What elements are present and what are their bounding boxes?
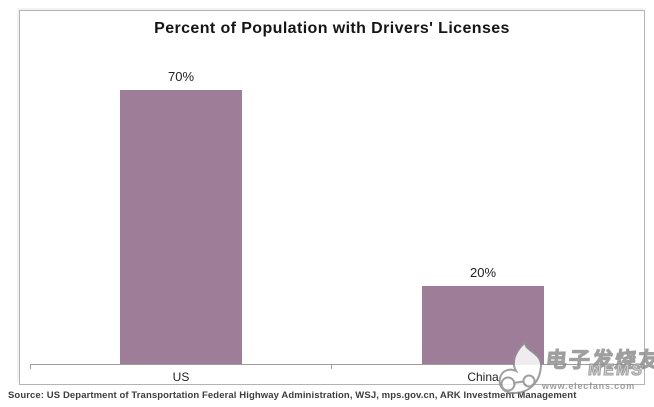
x-axis-line (30, 364, 644, 365)
x-axis-tick-middle (331, 364, 332, 369)
category-label-china: China (467, 370, 499, 384)
x-axis-tick-right (643, 364, 644, 369)
bar-us (120, 90, 242, 364)
source-note: Source: US Department of Transportation … (8, 390, 577, 401)
chart-title: Percent of Population with Drivers' Lice… (154, 20, 510, 37)
value-label-us: 70% (167, 69, 195, 84)
x-axis-tick-left (30, 364, 31, 369)
category-label-us: US (172, 370, 190, 384)
bar-china (422, 286, 544, 364)
value-label-china: 20% (469, 265, 497, 280)
